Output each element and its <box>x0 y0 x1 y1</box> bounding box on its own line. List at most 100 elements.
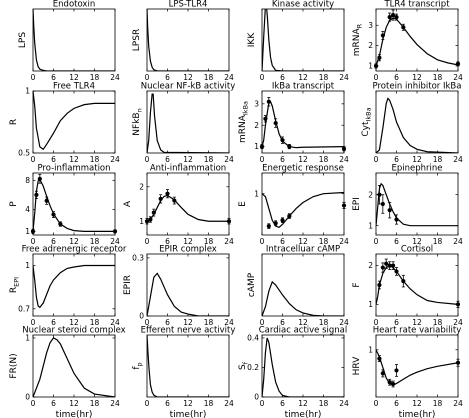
x-tick-label: 12 <box>183 399 193 408</box>
x-tick-label: 24 <box>110 155 120 164</box>
x-tick-label: 0 <box>260 237 265 246</box>
x-tick-label: 12 <box>69 237 79 246</box>
x-tick-label: 18 <box>90 399 100 408</box>
axes-frame <box>375 334 459 398</box>
data-point <box>144 219 150 224</box>
y-axis-label: F <box>352 282 362 287</box>
axes-frame <box>261 253 345 317</box>
y-tick-label: 1 <box>254 189 259 198</box>
x-tick-label: 24 <box>110 318 120 327</box>
x-tick-label: 12 <box>69 73 79 82</box>
data-point <box>377 55 382 60</box>
x-tick-label: 18 <box>433 73 443 82</box>
y-tick-label: 1 <box>139 217 144 226</box>
data-point <box>455 302 461 307</box>
x-tick-label: 0 <box>31 237 36 246</box>
data-point <box>34 192 39 197</box>
x-tick-label: 0 <box>145 318 150 327</box>
y-axis-label: P <box>9 201 19 207</box>
data-point <box>341 146 347 151</box>
x-tick-label: 0 <box>260 318 265 327</box>
chart-panel: Kinase activity 0 6 12 18 24 IKK <box>247 0 349 82</box>
data-point <box>226 219 232 224</box>
panel-title: LPS-TLR4 <box>169 0 208 10</box>
chart-panel: Free TLR4 0 6 12 18 24 0.5 1 R <box>9 82 120 165</box>
model-curve <box>147 93 229 153</box>
chart-panel: Endotoxin 0 6 12 18 24 LPS <box>18 0 120 82</box>
x-tick-label: 24 <box>339 155 349 164</box>
chart-panel: LPS-TLR4 0 6 12 18 24 LPSR <box>132 0 234 82</box>
x-tick-label: 12 <box>298 237 308 246</box>
x-tick-label: 6 <box>51 318 56 327</box>
y-tick-label: 1 <box>25 261 30 270</box>
data-point <box>165 191 170 196</box>
y-tick-label: 0 <box>254 393 259 402</box>
data-point <box>390 263 396 268</box>
data-point <box>148 217 153 222</box>
panel-title: Cortisol <box>401 245 433 255</box>
x-axis-label: time(hr) <box>170 410 207 418</box>
data-point <box>273 120 278 126</box>
x-tick-label: 24 <box>224 318 234 327</box>
y-tick-label: 2 <box>139 182 144 191</box>
data-point <box>401 25 406 30</box>
x-tick-label: 12 <box>69 155 79 164</box>
model-curve <box>262 191 344 228</box>
x-tick-label: 0 <box>374 237 379 246</box>
x-tick-label: 18 <box>433 237 443 246</box>
axes-frame <box>261 8 345 72</box>
chart-panel: Free adrenergic receptor 0 6 12 18 24 0.7 1 REPI <box>9 245 127 328</box>
y-tick-label: 0.3 <box>132 253 144 262</box>
x-tick-label: 18 <box>90 318 100 327</box>
y-tick-label: 8 <box>25 176 30 185</box>
axes-frame <box>32 90 116 154</box>
x-tick-label: 24 <box>339 73 349 82</box>
y-axis-label: EPIR <box>123 275 133 295</box>
y-tick-label: 1 <box>368 62 373 71</box>
x-tick-label: 18 <box>90 155 100 164</box>
axes-frame <box>146 8 230 72</box>
y-tick-label: 0 <box>139 312 144 321</box>
x-axis-label: time(hr) <box>399 410 436 418</box>
panel-title: Pro-inflammation <box>37 164 110 174</box>
data-point <box>112 229 118 234</box>
data-point <box>58 221 63 227</box>
panel-title: Kinase activity <box>272 0 334 10</box>
x-tick-label: 12 <box>69 399 79 408</box>
data-point <box>151 210 156 215</box>
model-curve <box>33 91 115 151</box>
chart-panel: Cardiac active signal 0 6 12 18 24 0 0.2 0.4 Sf ti… <box>238 326 349 418</box>
y-axis-label: HRV <box>352 356 362 376</box>
model-curve <box>376 264 458 305</box>
x-tick-label: 18 <box>319 399 329 408</box>
x-tick-label: 6 <box>394 318 399 327</box>
data-point <box>377 282 382 288</box>
data-point <box>341 203 347 208</box>
model-curve <box>147 272 229 316</box>
data-point <box>394 217 399 222</box>
panel-title: Heart rate variability <box>373 326 461 336</box>
x-tick-label: 6 <box>394 73 399 82</box>
y-tick-label: 2 <box>254 121 259 130</box>
data-point <box>377 192 382 197</box>
model-curve <box>33 264 115 309</box>
y-axis-label: Sf <box>238 361 250 370</box>
x-tick-label: 0 <box>260 73 265 82</box>
x-tick-label: 6 <box>280 318 285 327</box>
x-tick-label: 6 <box>51 155 56 164</box>
data-point <box>394 269 399 274</box>
y-tick-label: 0 <box>25 393 30 402</box>
axes-frame <box>146 253 230 317</box>
data-point <box>263 116 268 121</box>
panel-title: TLR4 transcript <box>383 0 450 10</box>
y-tick-label: 1 <box>25 227 30 236</box>
y-axis-label: CytIkBa <box>361 107 373 136</box>
y-tick-label: 2 <box>368 190 373 199</box>
x-tick-label: 6 <box>165 318 170 327</box>
model-curve <box>33 337 115 397</box>
data-point <box>51 212 56 217</box>
model-curve <box>147 335 229 397</box>
